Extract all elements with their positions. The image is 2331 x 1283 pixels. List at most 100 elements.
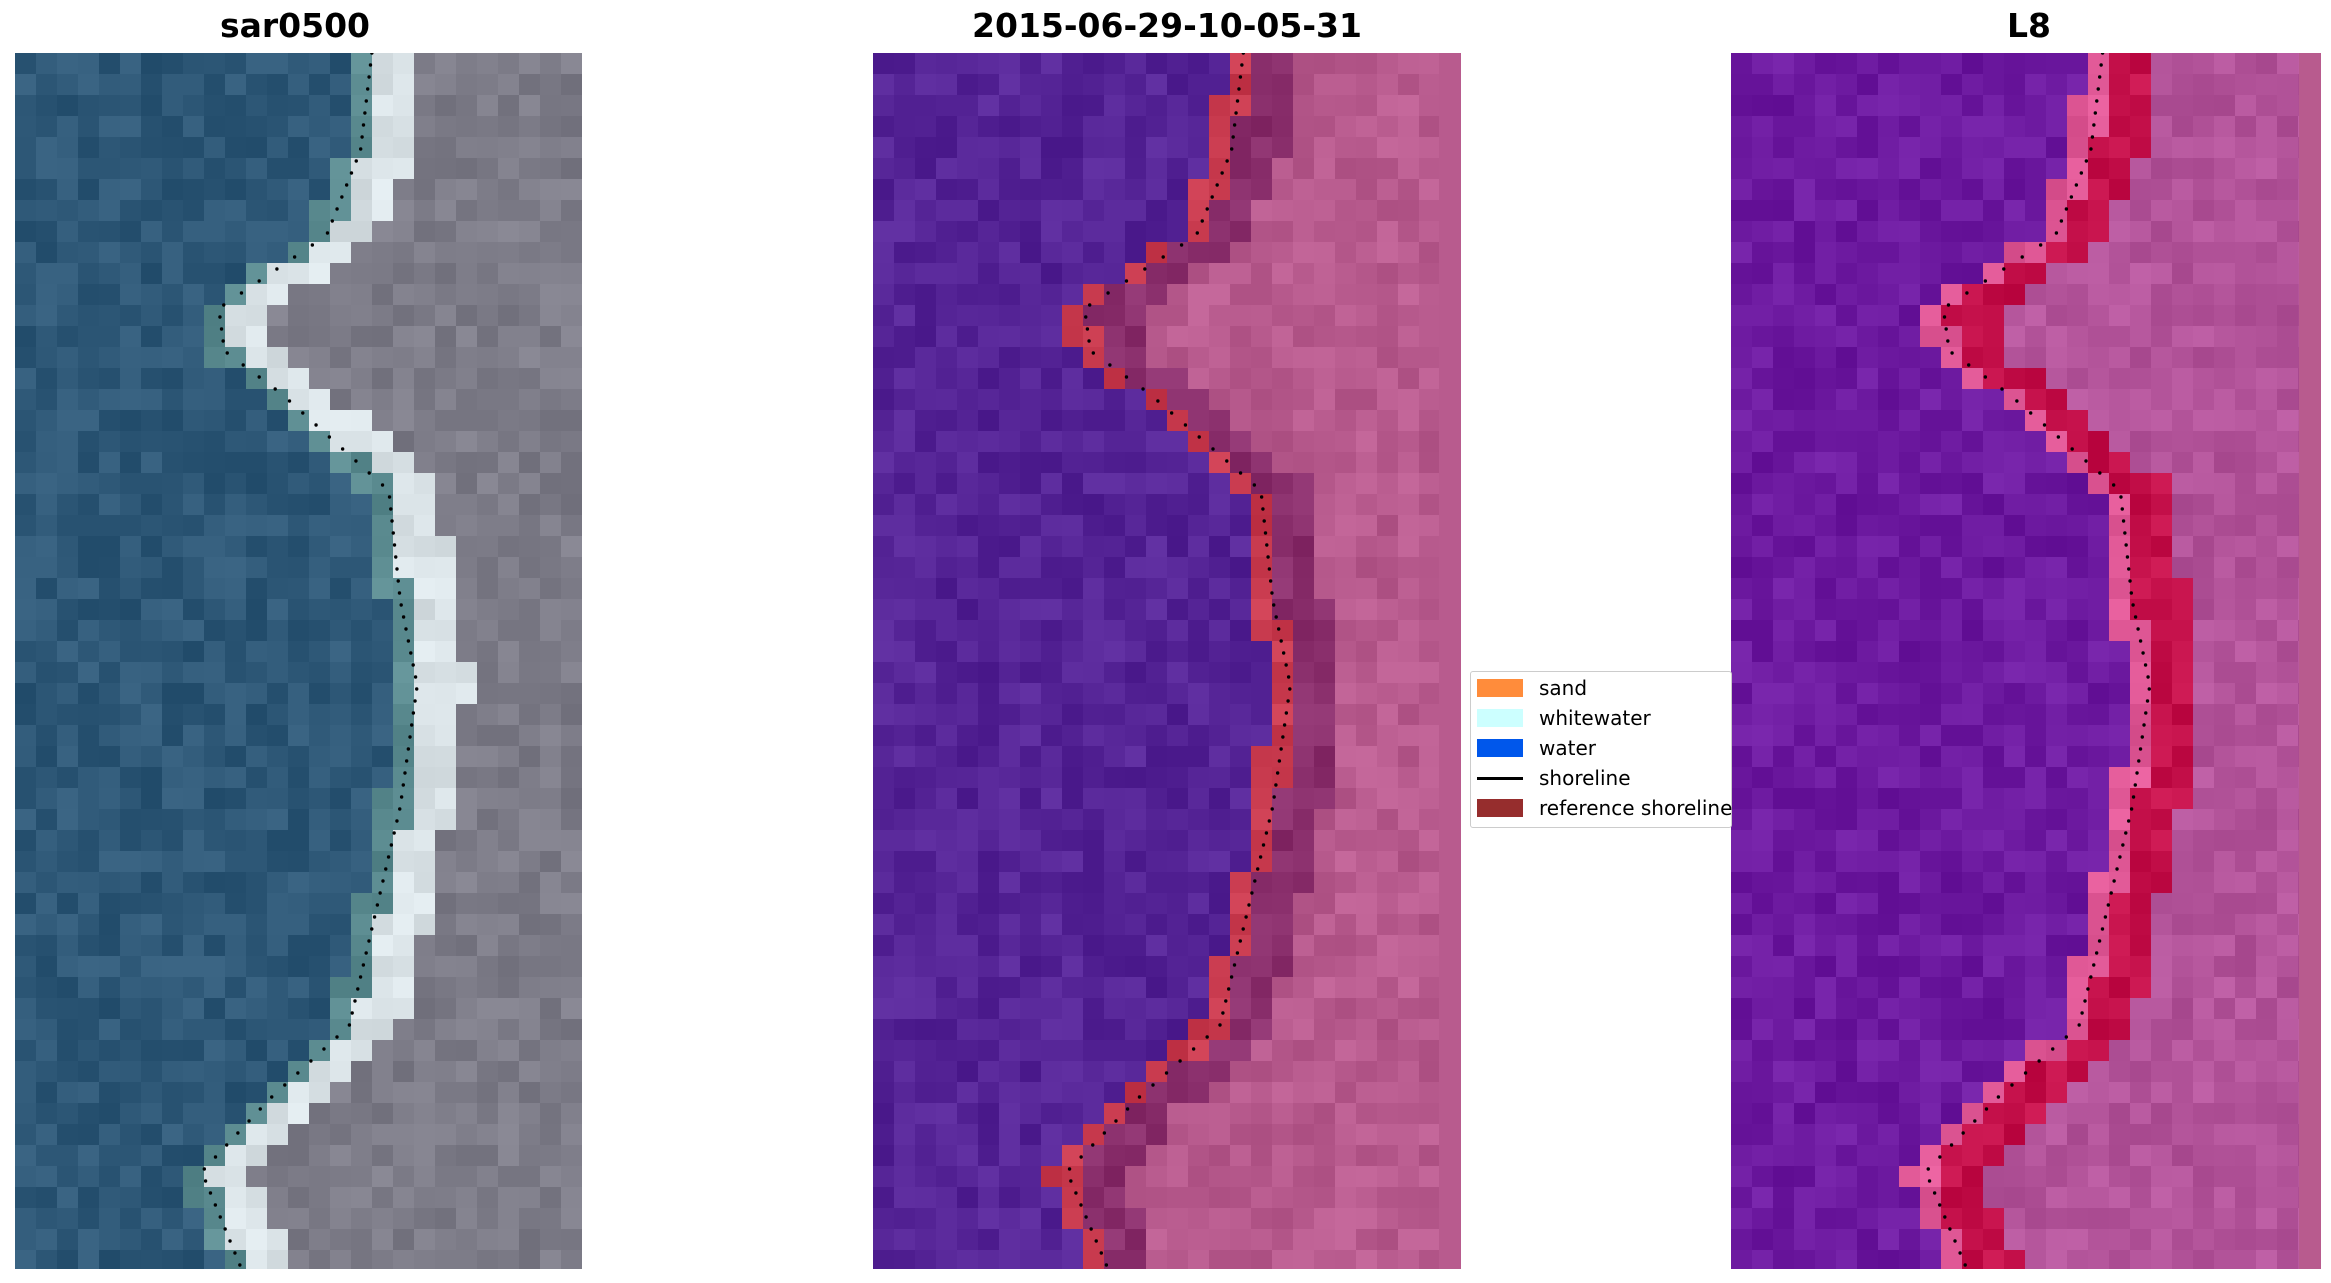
shoreline-dot <box>1256 867 1260 871</box>
image-pixel <box>2025 998 2047 1020</box>
image-pixel <box>1419 116 1441 138</box>
image-pixel <box>435 1187 457 1209</box>
image-pixel <box>1962 914 1984 936</box>
image-pixel <box>1731 746 1753 768</box>
image-pixel <box>1209 515 1231 537</box>
image-pixel <box>288 578 310 600</box>
shoreline-dot <box>1281 735 1285 739</box>
image-pixel <box>36 1019 58 1041</box>
image-pixel <box>288 620 310 642</box>
image-pixel <box>1146 893 1168 915</box>
image-pixel <box>915 1250 937 1269</box>
image-pixel <box>978 578 1000 600</box>
image-pixel <box>78 683 100 705</box>
image-pixel <box>2025 641 2047 663</box>
image-pixel <box>1083 851 1105 873</box>
image-pixel <box>267 305 289 327</box>
image-pixel <box>1878 851 1900 873</box>
image-pixel <box>1356 683 1378 705</box>
image-pixel <box>2046 977 2068 999</box>
image-pixel <box>57 788 79 810</box>
shoreline-dot <box>296 1071 300 1075</box>
image-pixel <box>1272 704 1294 726</box>
image-pixel <box>1167 1187 1189 1209</box>
image-pixel <box>1167 1124 1189 1146</box>
image-pixel <box>540 389 562 411</box>
image-pixel <box>915 1166 937 1188</box>
image-pixel <box>1815 221 1837 243</box>
image-pixel <box>1293 368 1315 390</box>
image-pixel <box>120 452 142 474</box>
image-pixel <box>957 641 979 663</box>
image-pixel <box>1062 809 1084 831</box>
shoreline-dot <box>1197 435 1201 439</box>
image-pixel <box>1167 935 1189 957</box>
image-pixel <box>309 1145 331 1167</box>
image-pixel <box>1857 788 1879 810</box>
image-pixel <box>393 158 415 180</box>
image-pixel <box>1167 116 1189 138</box>
image-pixel <box>204 935 226 957</box>
image-pixel <box>978 1229 1000 1251</box>
image-pixel <box>1878 557 1900 579</box>
image-pixel <box>2235 1082 2257 1104</box>
image-pixel <box>519 704 541 726</box>
image-pixel <box>2046 557 2068 579</box>
image-pixel <box>372 242 394 264</box>
shoreline-dot <box>1262 519 1266 523</box>
image-pixel <box>2067 368 2089 390</box>
image-pixel <box>1272 95 1294 117</box>
image-pixel <box>1899 179 1921 201</box>
image-pixel <box>288 893 310 915</box>
image-pixel <box>2277 599 2299 621</box>
image-pixel <box>1983 809 2005 831</box>
image-pixel <box>561 599 582 621</box>
image-pixel <box>999 74 1021 96</box>
image-pixel <box>2088 914 2110 936</box>
image-pixel <box>2214 221 2236 243</box>
image-pixel <box>1293 1187 1315 1209</box>
image-pixel <box>1314 1061 1336 1083</box>
image-pixel <box>393 116 415 138</box>
image-pixel <box>36 452 58 474</box>
image-pixel <box>2025 179 2047 201</box>
shoreline-dot <box>391 531 395 535</box>
image-pixel <box>1752 1061 1774 1083</box>
image-pixel <box>2088 1082 2110 1104</box>
image-pixel <box>936 599 958 621</box>
image-pixel <box>2214 116 2236 138</box>
image-pixel <box>120 578 142 600</box>
image-pixel <box>393 935 415 957</box>
image-pixel <box>498 620 520 642</box>
image-pixel <box>957 725 979 747</box>
image-pixel <box>393 851 415 873</box>
image-pixel <box>351 179 373 201</box>
image-pixel <box>1773 977 1795 999</box>
image-pixel <box>309 1040 331 1062</box>
image-pixel <box>2193 767 2215 789</box>
image-pixel <box>183 452 205 474</box>
image-pixel <box>330 410 352 432</box>
image-pixel <box>1419 767 1441 789</box>
image-pixel <box>183 1124 205 1146</box>
image-pixel <box>351 977 373 999</box>
shoreline-dot <box>370 927 374 931</box>
image-pixel <box>15 389 37 411</box>
image-pixel <box>15 368 37 390</box>
image-pixel <box>2172 620 2194 642</box>
image-pixel <box>1083 830 1105 852</box>
image-pixel <box>393 242 415 264</box>
image-pixel <box>1731 473 1753 495</box>
image-pixel <box>1167 326 1189 348</box>
image-pixel <box>1293 452 1315 474</box>
image-pixel <box>540 431 562 453</box>
shoreline-dot <box>347 1023 352 1027</box>
image-pixel <box>957 263 979 285</box>
image-pixel <box>1836 725 1858 747</box>
image-pixel <box>2235 851 2257 873</box>
image-pixel <box>2130 893 2152 915</box>
image-pixel <box>2130 200 2152 222</box>
image-pixel <box>162 410 184 432</box>
image-pixel <box>435 473 457 495</box>
image-pixel <box>2130 452 2152 474</box>
